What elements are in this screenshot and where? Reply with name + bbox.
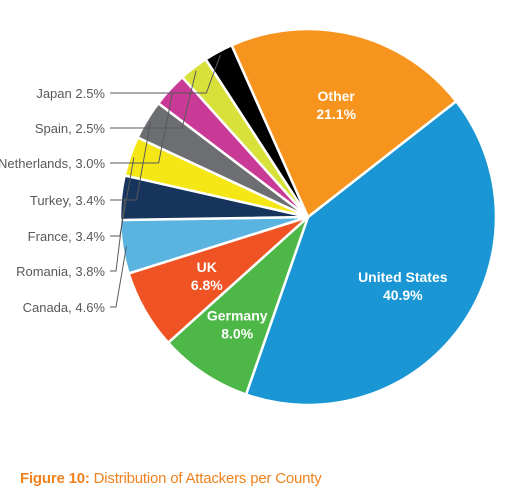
slice-label-other: Other 21.1% [316,88,356,122]
slice-labels: United States 40.9% Germany 8.0% UK 6.8% Canad… [0,86,448,341]
pie-slice-united-states [244,100,498,407]
slice-label-united-states: United States 40.9% [358,269,448,303]
slice-label-uk: UK 6.8% [191,259,223,293]
slice-label-netherlands-3-0: Netherlands, 3.0% [0,156,105,171]
leader-line-netherlands-3-0 [110,92,174,164]
slice-label-germany: Germany 8.0% [207,307,268,341]
leader-line-france-3-4 [110,157,135,237]
pie-slice-other [230,27,458,219]
slice-label-japan-2-5: Japan 2.5% [36,86,105,101]
leader-line-turkey-3-4 [110,121,151,201]
leader-lines [110,55,221,308]
figure-caption: Figure 10: Distribution of Attackers per… [20,470,322,487]
figure-number: Figure 10: [20,470,90,487]
slice-label-canada-4-6: Canada, 4.6% [23,300,106,315]
figure-title: Distribution of Attackers per County [89,470,322,487]
leader-line-canada-4-6 [110,246,127,308]
slice-label-turkey-3-4: Turkey, 3.4% [30,193,106,208]
leader-line-spain-2-5 [110,70,197,129]
leader-line-japan-2-5 [110,55,221,94]
slice-label-romania-3-8: Romania, 3.8% [16,264,105,279]
pie-slice-germany [166,215,310,396]
slice-label-spain-2-5: Spain, 2.5% [35,121,106,136]
pie-slices [118,27,498,407]
slice-label-france-3-4: France, 3.4% [28,229,106,244]
